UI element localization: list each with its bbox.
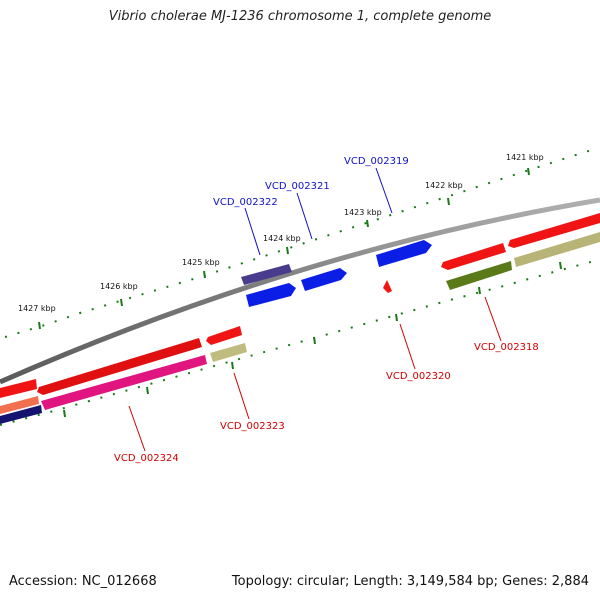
gene-label-vcd-002319[interactable]: VCD_002319	[344, 156, 409, 167]
connector-vcd-002318	[484, 296, 502, 342]
connector-vcd-002322	[244, 207, 261, 256]
gene-label-vcd-002322[interactable]: VCD_002322	[213, 197, 278, 208]
gene-red-left-edge[interactable]	[0, 379, 37, 398]
kbp-label: 1426 kbp	[100, 282, 138, 291]
connector-vcd-002319	[375, 167, 393, 214]
gene-label-vcd-002321[interactable]: VCD_002321	[265, 181, 330, 192]
gene-vcd-002323-red[interactable]	[206, 326, 242, 345]
inner-major-tick	[146, 386, 149, 395]
gene-plus-blue-1[interactable]	[246, 283, 296, 307]
gene-salmon-left-edge[interactable]	[0, 396, 39, 414]
connector-vcd-002321	[296, 192, 313, 240]
gene-vcd-002321[interactable]	[301, 268, 347, 291]
gene-vcd-002324[interactable]	[41, 355, 207, 410]
chromosome-backbone	[0, 197, 600, 385]
inner-major-tick	[395, 313, 398, 322]
figure-title: Vibrio cholerae MJ-1236 chromosome 1, co…	[108, 9, 492, 24]
kbp-label: 1425 kbp	[182, 258, 220, 267]
gene-vcd-002318[interactable]	[446, 261, 512, 290]
gene-vcd-002319[interactable]	[376, 240, 432, 267]
kbp-label: 1422 kbp	[425, 181, 463, 190]
outer-major-tick	[366, 219, 369, 228]
connector-vcd-002320	[399, 323, 416, 370]
inner-major-tick	[231, 361, 234, 370]
outer-major-tick	[203, 270, 206, 279]
gene-label-vcd-002323[interactable]: VCD_002323	[220, 421, 285, 432]
gene-red-far-right[interactable]	[508, 213, 600, 248]
plus-strand-genes	[241, 240, 432, 307]
inner-major-tick	[559, 261, 562, 270]
gene-label-vcd-002318[interactable]: VCD_002318	[474, 342, 539, 353]
connector-vcd-002323	[233, 372, 250, 420]
gene-red-long[interactable]	[37, 338, 202, 395]
outer-major-tick	[38, 321, 41, 330]
gene-navy-left-edge[interactable]	[0, 405, 42, 424]
kbp-label: 1423 kbp	[344, 208, 382, 217]
gene-vcd-002320[interactable]	[383, 280, 392, 293]
outer-major-tick	[286, 246, 289, 255]
kbp-label: 1427 kbp	[18, 304, 56, 313]
gene-olive-far-right[interactable]	[514, 232, 600, 267]
label-connectors	[128, 167, 502, 452]
outer-major-tick	[447, 197, 450, 206]
inner-major-tick	[313, 336, 316, 345]
genome-summary-text: Topology: circular; Length: 3,149,584 bp…	[231, 574, 589, 589]
accession-text: Accession: NC_012668	[9, 574, 157, 589]
gene-label-vcd-002320[interactable]: VCD_002320	[386, 371, 451, 382]
gene-vcd-002318-red-1[interactable]	[441, 243, 506, 270]
gene-label-vcd-002324[interactable]: VCD_002324	[114, 453, 179, 464]
gene-vcd-002323[interactable]	[210, 343, 247, 362]
inner-major-tick	[63, 409, 66, 418]
minus-strand-genes	[0, 213, 600, 424]
kbp-label: 1421 kbp	[506, 153, 544, 162]
gene-labels: VCD_002319 VCD_002321 VCD_002322 VCD_002…	[114, 156, 539, 464]
connector-vcd-002324	[128, 405, 146, 452]
outer-major-tick	[527, 167, 530, 176]
kbp-labels: 1421 kbp 1422 kbp 1423 kbp 1424 kbp 1425…	[18, 153, 544, 313]
gene-vcd-002322[interactable]	[241, 264, 292, 285]
inner-tick-track	[0, 259, 599, 426]
outer-major-tick	[120, 298, 123, 307]
outer-tick-track	[4, 147, 599, 338]
kbp-label: 1424 kbp	[263, 234, 301, 243]
inner-major-tick	[478, 286, 481, 295]
outer-tick-dots	[4, 147, 599, 338]
